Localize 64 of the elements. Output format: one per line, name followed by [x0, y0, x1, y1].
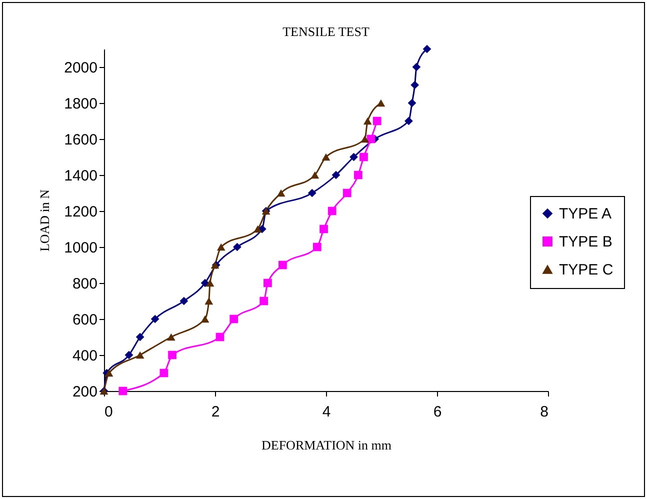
point [230, 314, 238, 324]
point [104, 369, 114, 377]
y-tick-label: 1600 [64, 132, 98, 148]
point [200, 278, 210, 288]
point [206, 279, 214, 287]
point [354, 170, 362, 180]
point [322, 153, 330, 161]
point [216, 243, 226, 251]
point [233, 242, 242, 252]
point [168, 350, 176, 360]
point [376, 99, 386, 107]
point [278, 260, 287, 270]
point [216, 332, 224, 342]
point [422, 44, 432, 54]
point [363, 117, 372, 125]
y-tick-label: 800 [72, 276, 98, 292]
x-tick-label: 0 [104, 404, 113, 420]
point [180, 296, 188, 306]
y-axis-title: LOAD in N [37, 188, 52, 252]
point [332, 170, 340, 180]
y-tick-label: 1000 [64, 240, 98, 256]
point [350, 152, 358, 162]
point [360, 135, 370, 143]
point [160, 368, 168, 378]
point [308, 188, 316, 198]
y-tick-label: 1800 [64, 96, 98, 112]
x-axis-title: DEFORMATION in mm [261, 438, 392, 452]
point [260, 296, 268, 306]
y-tick-label: 600 [72, 312, 98, 328]
point [408, 98, 416, 108]
point [276, 189, 286, 197]
point [118, 386, 128, 396]
point [404, 116, 413, 126]
point [342, 188, 352, 198]
x-tick-label: 4 [322, 404, 331, 420]
point [204, 297, 214, 305]
legend-label: TYPE B [559, 234, 612, 250]
y-tick-label: 400 [72, 348, 98, 364]
point [410, 80, 419, 90]
x-tick-label: 6 [433, 404, 442, 420]
point [264, 278, 272, 288]
point [254, 225, 262, 233]
chart-title: TENSILE TEST [282, 24, 370, 39]
point [328, 206, 336, 216]
y-tick-label: 2000 [64, 60, 98, 76]
point [310, 171, 320, 179]
point [312, 242, 322, 252]
point [150, 314, 160, 324]
legend-label: TYPE A [559, 206, 612, 222]
point [320, 224, 328, 234]
point [372, 116, 382, 126]
y-tick-label: 1400 [64, 168, 98, 184]
point [360, 152, 368, 162]
x-tick-label: 8 [540, 404, 548, 420]
y-tick-label: 200 [72, 384, 98, 400]
point [124, 350, 134, 360]
point [412, 62, 421, 72]
x-tick-label: 2 [211, 404, 220, 420]
legend-label: TYPE C [559, 262, 614, 278]
point [136, 351, 144, 359]
point [136, 332, 144, 342]
y-tick-label: 1200 [64, 204, 98, 220]
point [200, 315, 210, 323]
point [166, 333, 176, 341]
